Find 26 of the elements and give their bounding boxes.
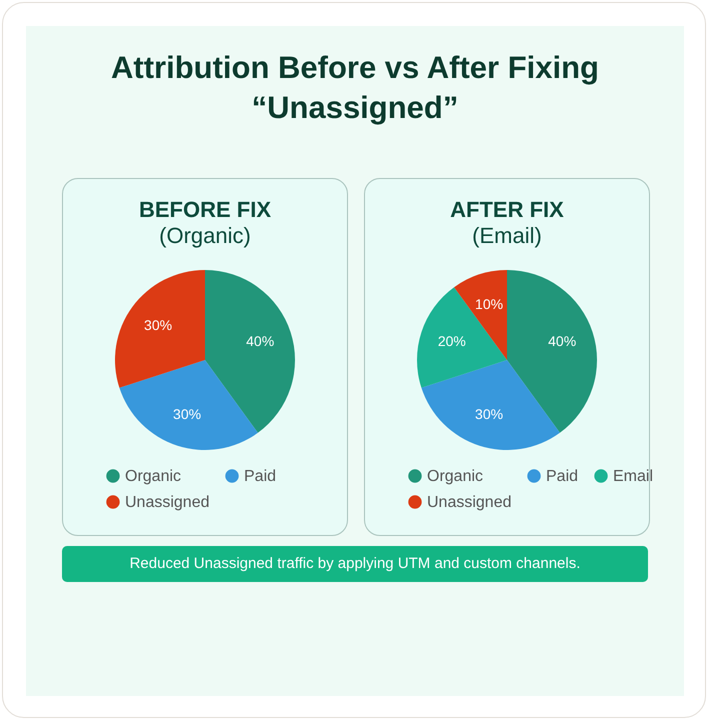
text: Reduced Unassigned traffic by applying UTM and custom channels. xyxy=(62,546,648,582)
chart-title: BEFORE FIX xyxy=(138,197,272,222)
pie-slice xyxy=(115,270,205,388)
data-label: 20% xyxy=(438,333,466,350)
legend-label: Unassigned xyxy=(125,494,210,511)
legend-label: Email xyxy=(613,468,654,485)
legend-label: Unassigned xyxy=(427,494,512,511)
legend-label: Organic xyxy=(427,468,484,485)
data-label: 40% xyxy=(246,333,274,350)
pie-slice xyxy=(119,360,258,450)
legend-label: Organic xyxy=(125,468,182,485)
data-label: 30% xyxy=(144,316,172,333)
pie-slice xyxy=(417,287,507,388)
pie-slice xyxy=(507,270,597,433)
chart-title: AFTER FIX xyxy=(450,197,564,222)
chart-subtitle: (Email) xyxy=(472,223,542,248)
legend-label: Paid xyxy=(546,468,578,485)
pie-slice xyxy=(421,360,560,450)
text: Attribution Before vs After Fixing “Unassigned” xyxy=(110,49,600,127)
pie-slice xyxy=(205,270,295,433)
data-label: 30% xyxy=(173,406,202,422)
chart-subtitle: (Organic) xyxy=(159,223,251,248)
legend-label: Paid xyxy=(244,468,276,485)
data-label: 10% xyxy=(475,296,504,312)
data-label: 40% xyxy=(548,333,576,350)
data-label: 30% xyxy=(475,406,504,422)
